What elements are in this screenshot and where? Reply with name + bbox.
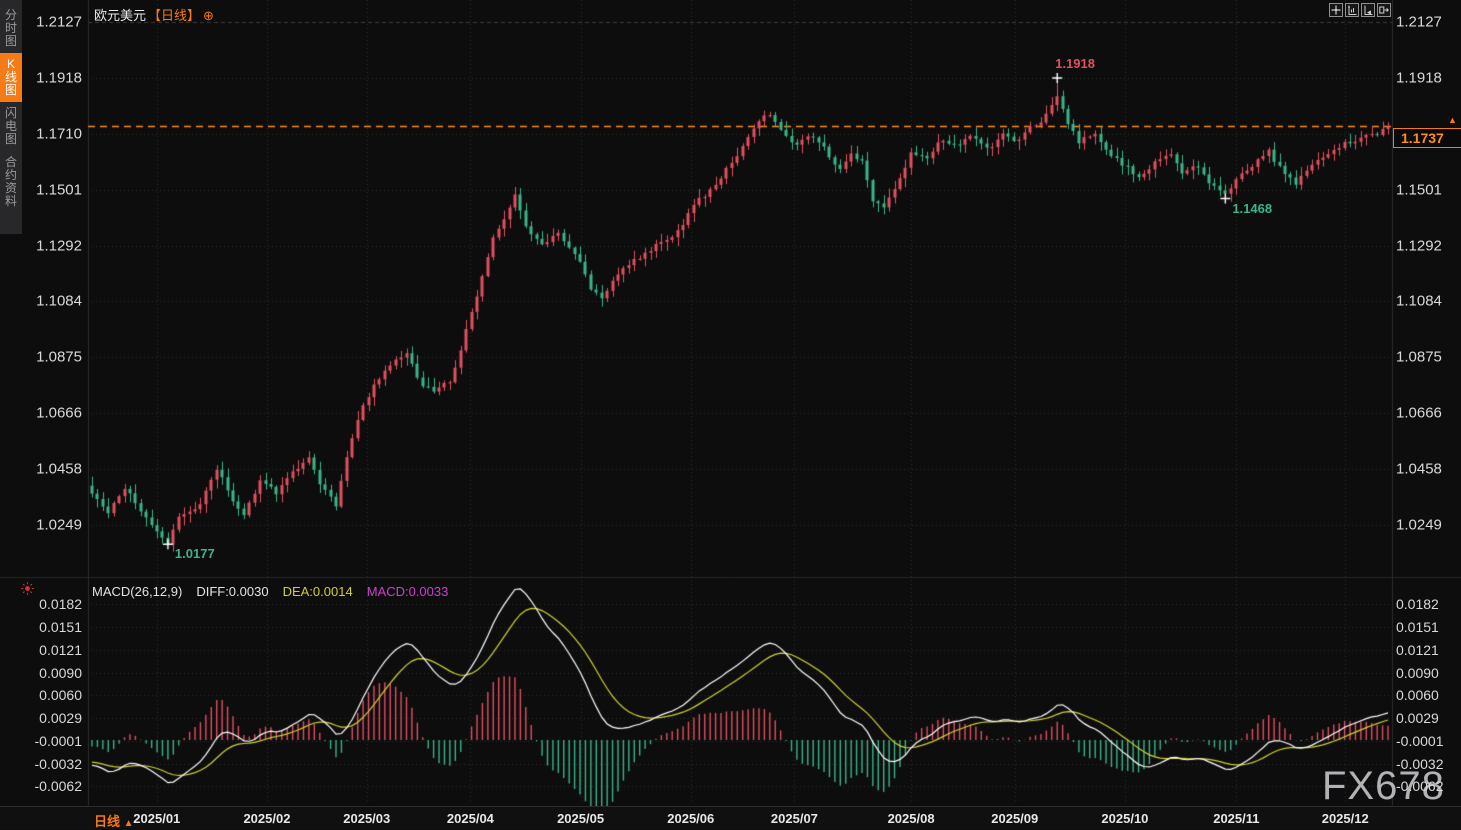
sidebar-item-3[interactable]: 闪 电 图 xyxy=(4,106,17,146)
chart-toolbar xyxy=(1329,3,1391,17)
current-price-label: 1.1737 xyxy=(1393,128,1461,149)
crosshair-move-icon[interactable] xyxy=(1329,3,1343,17)
bottom-bar: 日线 ▲ 2025/01 2025/02 2025/03 2025/04 2025/05… xyxy=(0,806,1461,829)
macd-dea-value: DEA:0.0014 xyxy=(282,584,353,599)
sidebar-item-1[interactable]: 分 时 图 xyxy=(4,8,17,48)
x-axis-month-label: 2025/06 xyxy=(667,811,715,826)
macd-macd-value: MACD:0.0033 xyxy=(366,584,449,599)
x-axis-month-label: 2025/08 xyxy=(887,811,935,826)
x-axis-month-label: 2025/02 xyxy=(243,811,291,826)
macd-header: MACD(26,12,9) DIFF:0.0030 DEA:0.0014 MACD:0… xyxy=(92,584,462,599)
sidebar: 分 时 图 K 线 图闪 电 图合 约 资 料 xyxy=(0,0,22,234)
symbol-name: 欧元美元 xyxy=(94,8,147,23)
price-marker-arrow-icon: ▲ xyxy=(1448,115,1457,126)
period-selector[interactable]: 日线 ▲ xyxy=(94,811,134,830)
period-selector-label: 日线 xyxy=(94,814,121,829)
macd-settings-icon[interactable] xyxy=(20,581,35,601)
x-axis-month-label: 2025/07 xyxy=(770,811,818,826)
x-axis-month-label: 2025/01 xyxy=(133,811,181,826)
period-label[interactable]: 【日线】 xyxy=(148,8,201,23)
x-axis-month-label: 2025/09 xyxy=(991,811,1039,826)
x-axis-zoom-icon[interactable] xyxy=(1361,3,1375,17)
sidebar-item-2[interactable]: K 线 图 xyxy=(0,53,22,102)
circle-plus-icon[interactable]: ⊕ xyxy=(203,8,214,23)
x-axis-month-label: 2025/03 xyxy=(343,811,391,826)
x-axis-month-label: 2025/04 xyxy=(446,811,494,826)
sidebar-item-4[interactable]: 合 约 资 料 xyxy=(4,155,17,208)
x-axis-month-label: 2025/12 xyxy=(1321,811,1369,826)
y-axis-zoom-icon[interactable] xyxy=(1345,3,1359,17)
x-axis-month-label: 2025/11 xyxy=(1213,811,1260,826)
triangle-up-icon: ▲ xyxy=(123,818,134,829)
macd-title: MACD(26,12,9) xyxy=(92,584,183,599)
x-axis-month-label: 2025/10 xyxy=(1101,811,1149,826)
chart-title: 欧元美元 【日线】 ⊕ xyxy=(94,5,214,24)
x-axis-month-label: 2025/05 xyxy=(557,811,605,826)
pan-right-icon[interactable] xyxy=(1377,3,1391,17)
macd-diff-value: DIFF:0.0030 xyxy=(196,584,269,599)
